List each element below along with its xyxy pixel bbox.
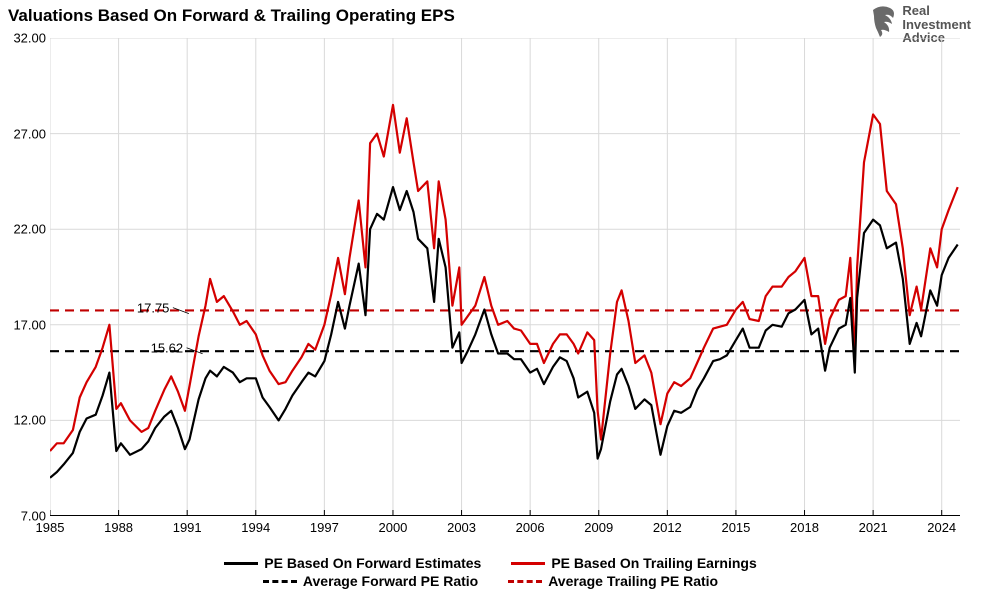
y-tick-label: 12.00 [2, 413, 46, 428]
legend: PE Based On Forward Estimates PE Based O… [0, 555, 981, 589]
x-tick-label: 2021 [859, 520, 888, 535]
legend-label: PE Based On Forward Estimates [264, 555, 481, 571]
legend-item-trailing: PE Based On Trailing Earnings [511, 555, 756, 571]
x-tick-label: 1988 [104, 520, 133, 535]
x-tick-label: 1985 [36, 520, 65, 535]
x-tick-label: 1994 [241, 520, 270, 535]
x-tick-label: 1997 [310, 520, 339, 535]
x-tick-label: 1991 [173, 520, 202, 535]
legend-item-forward: PE Based On Forward Estimates [224, 555, 481, 571]
x-tick-label: 2009 [584, 520, 613, 535]
chart-svg [50, 38, 960, 516]
chart-container: Valuations Based On Forward & Trailing O… [0, 0, 981, 595]
eagle-icon [868, 4, 898, 38]
legend-label: PE Based On Trailing Earnings [551, 555, 756, 571]
x-tick-label: 2003 [447, 520, 476, 535]
logo-line2: Investment [902, 18, 971, 32]
legend-label: Average Trailing PE Ratio [548, 573, 718, 589]
x-tick-label: 2006 [516, 520, 545, 535]
x-tick-label: 2018 [790, 520, 819, 535]
y-tick-label: 17.00 [2, 317, 46, 332]
x-tick-label: 2024 [927, 520, 956, 535]
logo-line1: Real [902, 4, 971, 18]
x-tick-label: 2015 [721, 520, 750, 535]
chart-title: Valuations Based On Forward & Trailing O… [8, 6, 455, 26]
legend-label: Average Forward PE Ratio [303, 573, 478, 589]
y-tick-label: 27.00 [2, 126, 46, 141]
legend-item-avg-trailing: Average Trailing PE Ratio [508, 573, 718, 589]
chart-plot-area: 7.0012.0017.0022.0027.0032.0019851988199… [50, 38, 960, 516]
annotation-label: 17.75 [137, 300, 170, 315]
legend-item-avg-forward: Average Forward PE Ratio [263, 573, 478, 589]
x-tick-label: 2000 [378, 520, 407, 535]
x-tick-label: 2012 [653, 520, 682, 535]
y-tick-label: 22.00 [2, 222, 46, 237]
y-tick-label: 32.00 [2, 31, 46, 46]
annotation-label: 15.62 [151, 340, 184, 355]
